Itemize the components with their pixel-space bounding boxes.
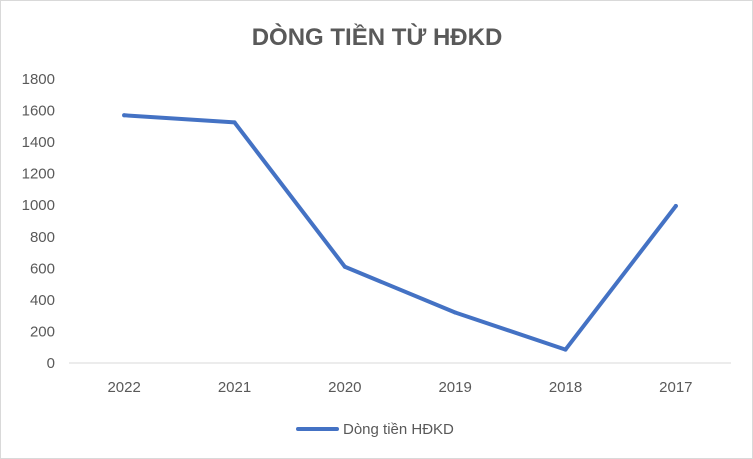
x-tick-label: 2019 <box>438 379 471 396</box>
x-tick-label: 2020 <box>328 379 361 396</box>
y-tick-label: 1600 <box>22 103 55 120</box>
series-layer <box>122 113 678 352</box>
legend-label: Dòng tiền HĐKD <box>343 421 454 438</box>
y-axis-ticks: 0 200 400 600 800 1000 1200 1400 1600 1800 <box>22 71 55 372</box>
y-tick-label: 1000 <box>22 197 55 214</box>
data-point <box>563 347 568 352</box>
data-point <box>673 204 678 209</box>
data-point <box>122 113 127 118</box>
data-point <box>453 310 458 315</box>
x-tick-label: 2021 <box>218 379 251 396</box>
legend: Dòng tiền HĐKD <box>296 421 454 438</box>
y-tick-label: 600 <box>30 260 55 277</box>
y-tick-label: 1200 <box>22 166 55 183</box>
y-tick-label: 400 <box>30 292 55 309</box>
x-tick-label: 2017 <box>659 379 692 396</box>
x-tick-label: 2022 <box>107 379 140 396</box>
series-line <box>122 113 678 352</box>
data-point <box>342 264 347 269</box>
chart-title: DÒNG TIỀN TỪ HĐKD <box>252 23 503 51</box>
data-point <box>232 120 237 125</box>
y-tick-label: 800 <box>30 229 55 246</box>
y-tick-label: 1800 <box>22 71 55 88</box>
y-tick-label: 200 <box>30 323 55 340</box>
y-tick-label: 0 <box>47 355 55 372</box>
y-tick-label: 1400 <box>22 134 55 151</box>
x-axis-ticks: 2022 2021 2020 2019 2018 2017 <box>107 379 692 396</box>
x-tick-label: 2018 <box>549 379 582 396</box>
